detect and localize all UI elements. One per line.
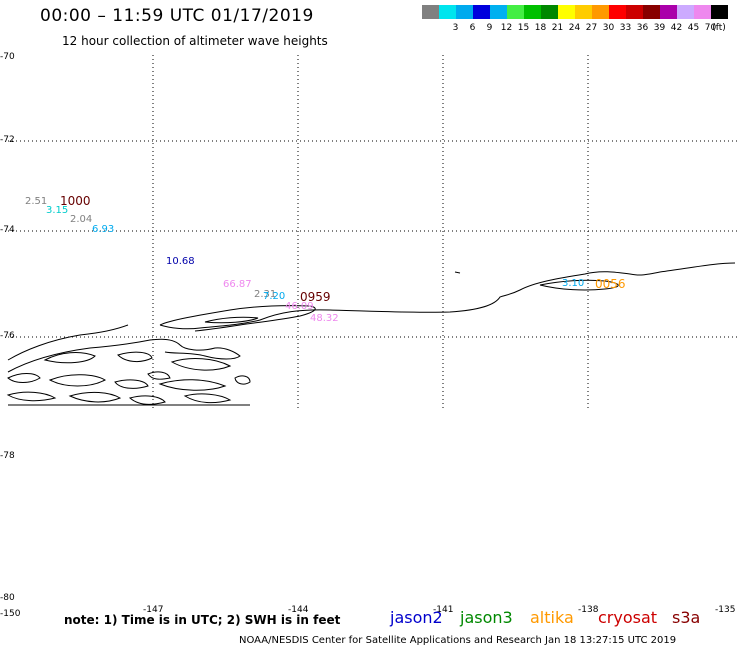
lon-label: -141 bbox=[433, 605, 454, 615]
legend-swatch bbox=[490, 5, 507, 19]
obs-label: 66.87 bbox=[223, 279, 252, 290]
satellite-label-jason3: jason3 bbox=[460, 608, 513, 627]
lat-label: -76 bbox=[0, 331, 15, 341]
lat-label: -74 bbox=[0, 225, 15, 235]
obs-label: 2.31 bbox=[254, 289, 277, 300]
legend-swatch bbox=[575, 5, 592, 19]
legend-label: 33 bbox=[619, 23, 632, 33]
lon-label: -144 bbox=[288, 605, 309, 615]
legend-unit: (ft) bbox=[712, 23, 726, 33]
legend-label: 3 bbox=[452, 23, 459, 33]
legend-swatch bbox=[677, 5, 694, 19]
legend-swatch bbox=[643, 5, 660, 19]
legend-swatch bbox=[711, 5, 728, 19]
map-title: 00:00 – 11:59 UTC 01/17/2019 bbox=[40, 6, 314, 26]
legend-label: 18 bbox=[534, 23, 547, 33]
obs-time-label: 0056 bbox=[595, 277, 626, 291]
footer-note: note: 1) Time is in UTC; 2) SWH is in fe… bbox=[64, 613, 341, 627]
lat-label: -80 bbox=[0, 593, 15, 603]
legend-swatch bbox=[660, 5, 677, 19]
legend-swatch bbox=[439, 5, 456, 19]
lon-gridlines bbox=[152, 55, 589, 408]
obs-label: 6.93 bbox=[92, 224, 115, 235]
lon-label: -150 bbox=[0, 609, 21, 619]
legend-label: 12 bbox=[500, 23, 513, 33]
lon-label: -135 bbox=[715, 605, 736, 615]
map-subtitle: 12 hour collection of altimeter wave hei… bbox=[62, 34, 328, 48]
obs-label: 3.10 bbox=[562, 278, 585, 289]
coastline bbox=[6, 262, 736, 406]
obs-label: 2.04 bbox=[70, 214, 93, 225]
obs-label: 2.51 bbox=[25, 196, 48, 207]
obs-label: 3.15 bbox=[46, 205, 69, 216]
legend-label: 70 bbox=[704, 23, 717, 33]
legend-swatch bbox=[558, 5, 575, 19]
obs-label: 10.68 bbox=[166, 256, 195, 267]
legend-label: 9 bbox=[486, 23, 493, 33]
legend-swatch bbox=[473, 5, 490, 19]
obs-label: 7.20 bbox=[263, 291, 286, 302]
satellite-label-s3a: s3a bbox=[672, 608, 701, 627]
legend-swatch bbox=[456, 5, 473, 19]
legend-label: 6 bbox=[469, 23, 476, 33]
obs-time-label: 1000 bbox=[60, 194, 91, 208]
obs-label: 48.32 bbox=[310, 313, 339, 324]
legend-label: 21 bbox=[551, 23, 564, 33]
legend-label: 45 bbox=[687, 23, 700, 33]
obs-label: 46.09 bbox=[285, 301, 314, 312]
lat-gridlines bbox=[8, 140, 740, 338]
lon-label: -138 bbox=[578, 605, 599, 615]
lat-label: -72 bbox=[0, 135, 15, 145]
legend-label: 39 bbox=[653, 23, 666, 33]
credit-line: NOAA/NESDIS Center for Satellite Applica… bbox=[239, 635, 677, 646]
obs-time-label: 0959 bbox=[300, 290, 331, 304]
legend-swatch bbox=[422, 5, 439, 19]
satellite-label-cryosat: cryosat bbox=[598, 608, 658, 627]
legend-swatch bbox=[694, 5, 711, 19]
legend-swatch bbox=[524, 5, 541, 19]
legend-label: 27 bbox=[585, 23, 598, 33]
legend-swatch bbox=[541, 5, 558, 19]
legend-label: 36 bbox=[636, 23, 649, 33]
lon-label: -147 bbox=[143, 605, 164, 615]
satellite-label-jason2: jason2 bbox=[390, 608, 443, 627]
lat-label: -78 bbox=[0, 451, 15, 461]
legend-swatch bbox=[507, 5, 524, 19]
legend-swatch bbox=[592, 5, 609, 19]
legend-swatch bbox=[609, 5, 626, 19]
legend-swatch bbox=[626, 5, 643, 19]
legend-label: 24 bbox=[568, 23, 581, 33]
legend-label: 30 bbox=[602, 23, 615, 33]
lat-label: -70 bbox=[0, 52, 15, 62]
legend-label: 15 bbox=[517, 23, 530, 33]
satellite-label-altika: altika bbox=[530, 608, 574, 627]
legend-label: 42 bbox=[670, 23, 683, 33]
